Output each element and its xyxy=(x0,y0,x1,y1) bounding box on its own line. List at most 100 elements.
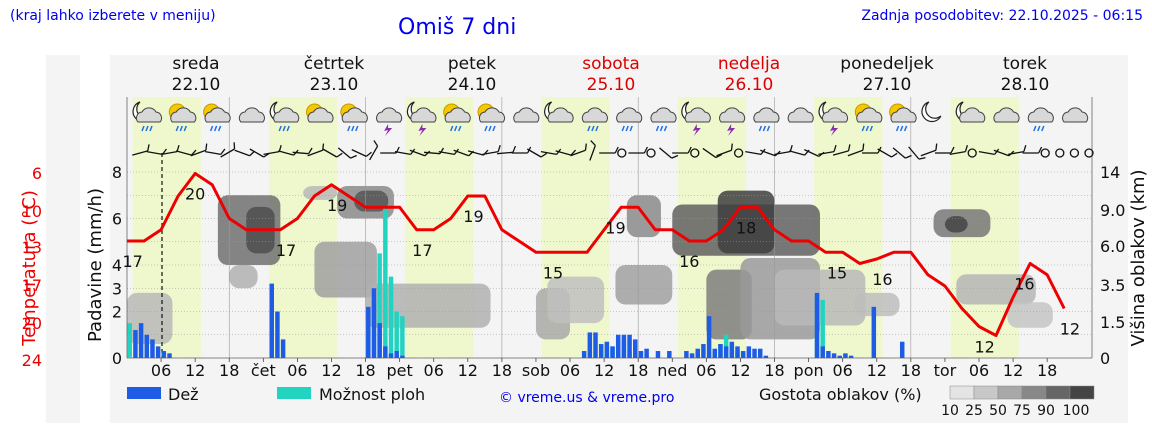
wind-arrow-icon xyxy=(409,149,431,157)
rain-drop xyxy=(766,125,771,132)
wind-barb xyxy=(424,150,431,157)
cloud-shape xyxy=(856,107,883,123)
rain-bar xyxy=(689,353,695,358)
rain-bar xyxy=(167,353,172,358)
moon-cloud-rain-icon xyxy=(132,101,163,132)
temperature-line xyxy=(127,172,1066,337)
cloud-shape xyxy=(959,107,986,123)
wind-barb xyxy=(614,146,619,154)
wind-arrow-icon xyxy=(132,144,150,156)
cloud-density-area xyxy=(615,265,673,305)
lightning-bolt xyxy=(727,124,736,136)
rain-bar xyxy=(604,341,610,358)
rain-drop xyxy=(1041,125,1045,132)
wind-arrow-icon xyxy=(702,147,723,159)
wind-arrow-icon xyxy=(847,143,865,157)
sun-cloud-rain-icon xyxy=(443,103,471,132)
rain-bar xyxy=(394,351,399,358)
wind-arrow-icon xyxy=(161,144,180,156)
rain-drop xyxy=(141,125,145,132)
rain-bar xyxy=(598,344,604,358)
wind-shaft xyxy=(423,151,441,155)
shower-bar xyxy=(377,253,382,358)
rain-bar xyxy=(826,351,831,358)
wind-barb xyxy=(950,146,955,154)
x-tick-label: 06 xyxy=(969,361,989,380)
rain-drop xyxy=(865,125,869,132)
temperature-label: 16 xyxy=(679,252,699,271)
x-tick-label: 06 xyxy=(151,361,171,380)
wind-shaft xyxy=(892,147,906,159)
rain-drop xyxy=(450,125,454,132)
cloud-density-tick: 25 xyxy=(965,403,983,419)
rain-bar xyxy=(138,323,144,358)
rain-drop xyxy=(278,125,282,132)
cloud-shape xyxy=(650,107,677,123)
wind-shaft xyxy=(190,149,207,157)
wind-shaft xyxy=(760,149,776,157)
wind-shaft xyxy=(453,149,469,157)
wind-calm-icon xyxy=(617,148,627,158)
rain-bar xyxy=(695,348,700,358)
wind-arrow-icon xyxy=(496,145,517,155)
rain-bar xyxy=(723,346,729,358)
wind-arrow-icon xyxy=(672,146,692,154)
cloud-icon xyxy=(513,107,540,123)
credit-link: © vreme.us & vreme.pro xyxy=(499,390,674,406)
wind-arrow-icon xyxy=(555,149,577,156)
wind-barb xyxy=(687,146,692,154)
day-date: 26.10 xyxy=(725,75,774,95)
rain-drop xyxy=(286,125,290,132)
x-tick-label: 06 xyxy=(287,361,307,380)
wind-shaft xyxy=(804,149,820,157)
wind-shaft xyxy=(234,149,250,157)
sun-cloud-rain-icon xyxy=(168,103,197,132)
moon-cloud-rain-icon xyxy=(269,101,300,132)
rain-drop xyxy=(903,125,908,132)
rain-drop xyxy=(347,125,351,132)
temperature-label: 20 xyxy=(185,185,205,204)
wind-barb xyxy=(350,154,357,159)
page-title: Omiš 7 dni xyxy=(398,15,517,40)
rain-drop xyxy=(213,125,218,132)
temperature-label: 12 xyxy=(975,338,995,357)
cloud-shape xyxy=(273,107,300,123)
lightning-bolt xyxy=(692,124,701,136)
cloud-shape xyxy=(513,107,540,123)
wind-arrow-icon xyxy=(628,146,648,154)
moon-icon xyxy=(921,101,942,123)
cloud-icon xyxy=(238,107,265,123)
wind-shaft xyxy=(146,150,163,156)
cloud-height-tick-label: 9.0 xyxy=(1100,201,1125,220)
rain-drop xyxy=(282,125,286,132)
temperature-label: 17 xyxy=(123,252,143,271)
x-tick-label: pon xyxy=(794,361,824,380)
wind-shaft xyxy=(1008,150,1024,156)
rain-drop xyxy=(595,125,599,132)
wind-arrow-icon xyxy=(908,146,926,160)
temperature-label: 15 xyxy=(827,263,847,282)
temperature-label: 18 xyxy=(736,218,756,237)
cloud-density-area xyxy=(314,241,377,298)
rain-bar xyxy=(644,348,649,358)
precip-axis-label: Padavine (mm/h) xyxy=(85,188,106,342)
cloud-height-tick-label: 6.0 xyxy=(1100,237,1125,256)
temperature-label: 16 xyxy=(872,270,892,289)
wind-barb xyxy=(497,144,501,152)
cloud-density-area xyxy=(547,276,605,324)
wind-barb xyxy=(964,144,969,152)
moon-cloud-lightning-icon xyxy=(818,101,849,136)
rain-bar xyxy=(133,330,138,358)
rain-bar xyxy=(615,334,621,358)
cloud-rain-icon xyxy=(1027,107,1054,132)
x-tick-label: 18 xyxy=(492,361,512,380)
rain-drop xyxy=(869,125,873,132)
rain-bar xyxy=(814,292,820,358)
wind-arrow-icon xyxy=(369,140,379,161)
rain-drop xyxy=(895,125,900,132)
day-date: 28.10 xyxy=(1001,75,1050,95)
wind-arrow-icon xyxy=(949,144,969,156)
cloud-shape xyxy=(444,107,471,123)
temp-tick-label: 10 xyxy=(22,202,42,221)
x-tick-label: čet xyxy=(251,361,276,380)
